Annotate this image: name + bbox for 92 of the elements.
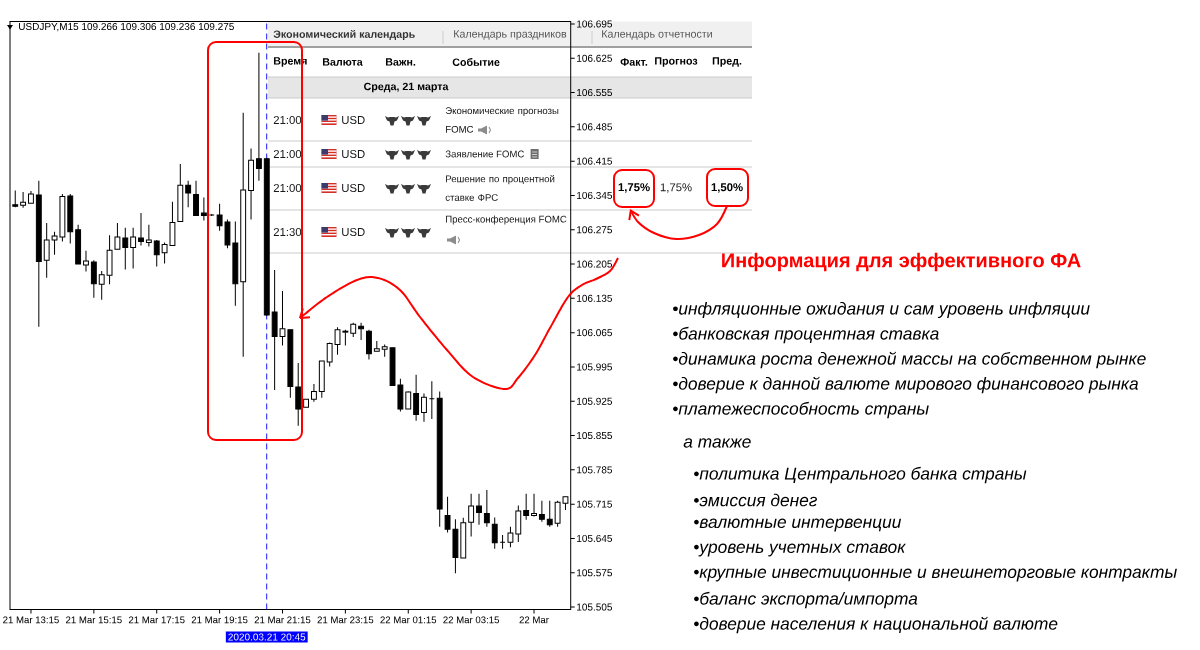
text: а также	[683, 438, 751, 448]
text: •инфляционные ожидания и сам уровень инфляции	[673, 301, 1090, 319]
x-tick-label: 21 Mar 19:15	[191, 616, 248, 624]
candlestick	[483, 489, 490, 528]
candlestick	[358, 322, 365, 341]
annotation: Важн.	[385, 58, 416, 66]
text: •банковская процентная ставка	[673, 326, 939, 344]
y-tick-label: 106.695	[577, 20, 613, 28]
annotation: Валюта	[322, 58, 363, 66]
candlestick	[468, 493, 475, 537]
candlestick	[413, 374, 420, 422]
x-tick-label: 21 Mar 17:15	[128, 616, 185, 624]
annotation: USD	[342, 227, 365, 236]
annotation: 21:00	[273, 115, 302, 124]
text: •доверие к данной валюте мирового финансового рынка	[673, 376, 1139, 394]
candlestick	[546, 500, 553, 528]
x-tick-label: 21 Mar 15:15	[66, 616, 122, 624]
text: •динамика роста денежной массы на собственном рынке	[673, 351, 1146, 369]
annotation: 21:00	[273, 183, 302, 192]
candlestick	[200, 196, 207, 221]
candlestick	[145, 224, 152, 247]
text: •платежеспособность страны	[673, 401, 929, 419]
x-tick-label: 22 Mar 01:15	[380, 616, 437, 624]
candlestick	[366, 329, 372, 361]
y-tick-label: 105.785	[577, 466, 613, 474]
annotation: Среда, 21 марта	[364, 82, 449, 93]
chart-title: USDJPY,M15 109.266 109.306 109.236 109.275	[19, 22, 234, 32]
text: •доверие населения к национальной валюте	[694, 616, 1058, 634]
x-tick-label: 21 Mar 21:15	[254, 616, 311, 624]
annotation: 21:00	[273, 149, 302, 158]
candlestick	[523, 493, 530, 521]
ref-line-label: 2020.03.21 20:45	[228, 633, 306, 641]
y-tick-label: 106.345	[577, 191, 613, 199]
text: Факт.	[620, 58, 648, 66]
candlestick	[90, 259, 97, 299]
y-tick-label: 106.275	[577, 226, 613, 234]
annotation: 21:30	[273, 227, 302, 236]
text: •уровень учетных ставок	[694, 543, 906, 557]
annotation: Пресс-конференция FOMC	[446, 215, 567, 225]
annotation: Заявление FOMC	[445, 150, 524, 158]
candlestick	[491, 516, 498, 550]
y-tick-label: 106.625	[577, 54, 613, 62]
text: •баланс экспорта/импорта	[694, 591, 918, 609]
candlestick	[185, 180, 192, 208]
text: •крупные инвестиционные и внешнеторговые контракты	[694, 568, 1177, 582]
y-tick-label: 105.995	[577, 363, 613, 371]
candlestick	[153, 239, 160, 267]
y-tick-label: 106.135	[577, 294, 613, 302]
y-tick-label: 105.715	[577, 500, 613, 508]
text: Календарь отчетности	[602, 30, 712, 40]
annotation: USD	[342, 149, 365, 158]
candlestick	[311, 383, 317, 403]
candlestick	[538, 500, 545, 523]
annotation: Решение по процентной ставке ФРС	[445, 175, 555, 201]
text: Прогноз	[655, 57, 698, 67]
y-tick-label: 106.205	[577, 260, 613, 268]
y-tick-label: 105.505	[577, 603, 613, 611]
candlestick	[83, 250, 89, 272]
annotation: Экономические прогнозы FOMC	[445, 107, 559, 133]
y-tick-label: 105.575	[577, 569, 613, 577]
text: •эмиссия денег	[694, 493, 817, 507]
candlestick	[476, 493, 482, 526]
text: •валютные интервенции	[694, 518, 902, 532]
y-tick-label: 105.645	[577, 534, 613, 542]
text: 1,75%	[660, 183, 692, 193]
y-tick-label: 106.485	[577, 123, 613, 131]
y-tick-label: 106.555	[577, 89, 613, 97]
x-tick-label: 22 Mar	[519, 616, 549, 624]
annotation: Экономический календарь	[273, 29, 415, 41]
candlestick	[130, 227, 137, 269]
text: Пред.	[712, 57, 742, 67]
y-tick-label: 106.065	[577, 329, 613, 337]
x-tick-label: 22 Mar 03:15	[443, 616, 500, 624]
candlestick	[20, 191, 27, 209]
text: •политика Центрального банка страны	[694, 466, 1027, 484]
x-tick-label: 21 Mar 13:15	[3, 616, 59, 624]
y-tick-label: 105.925	[577, 397, 613, 405]
candlestick	[193, 180, 199, 217]
annotation: Событие	[452, 58, 500, 66]
text: 1,50%	[711, 183, 743, 193]
candlestick	[421, 392, 427, 423]
annotation: USD	[342, 115, 365, 124]
x-tick-label: 21 Mar 23:15	[317, 616, 374, 624]
text: Информация для эффективного ФА	[722, 252, 1081, 272]
annotation: Календарь праздников	[454, 30, 567, 40]
text: 1,75%	[618, 183, 650, 193]
candlestick	[138, 212, 144, 246]
candlestick	[295, 362, 302, 427]
y-tick-label: 106.415	[577, 157, 613, 165]
annotation: USD	[342, 183, 365, 192]
y-tick-label: 105.855	[577, 432, 613, 440]
candlestick	[255, 52, 262, 182]
